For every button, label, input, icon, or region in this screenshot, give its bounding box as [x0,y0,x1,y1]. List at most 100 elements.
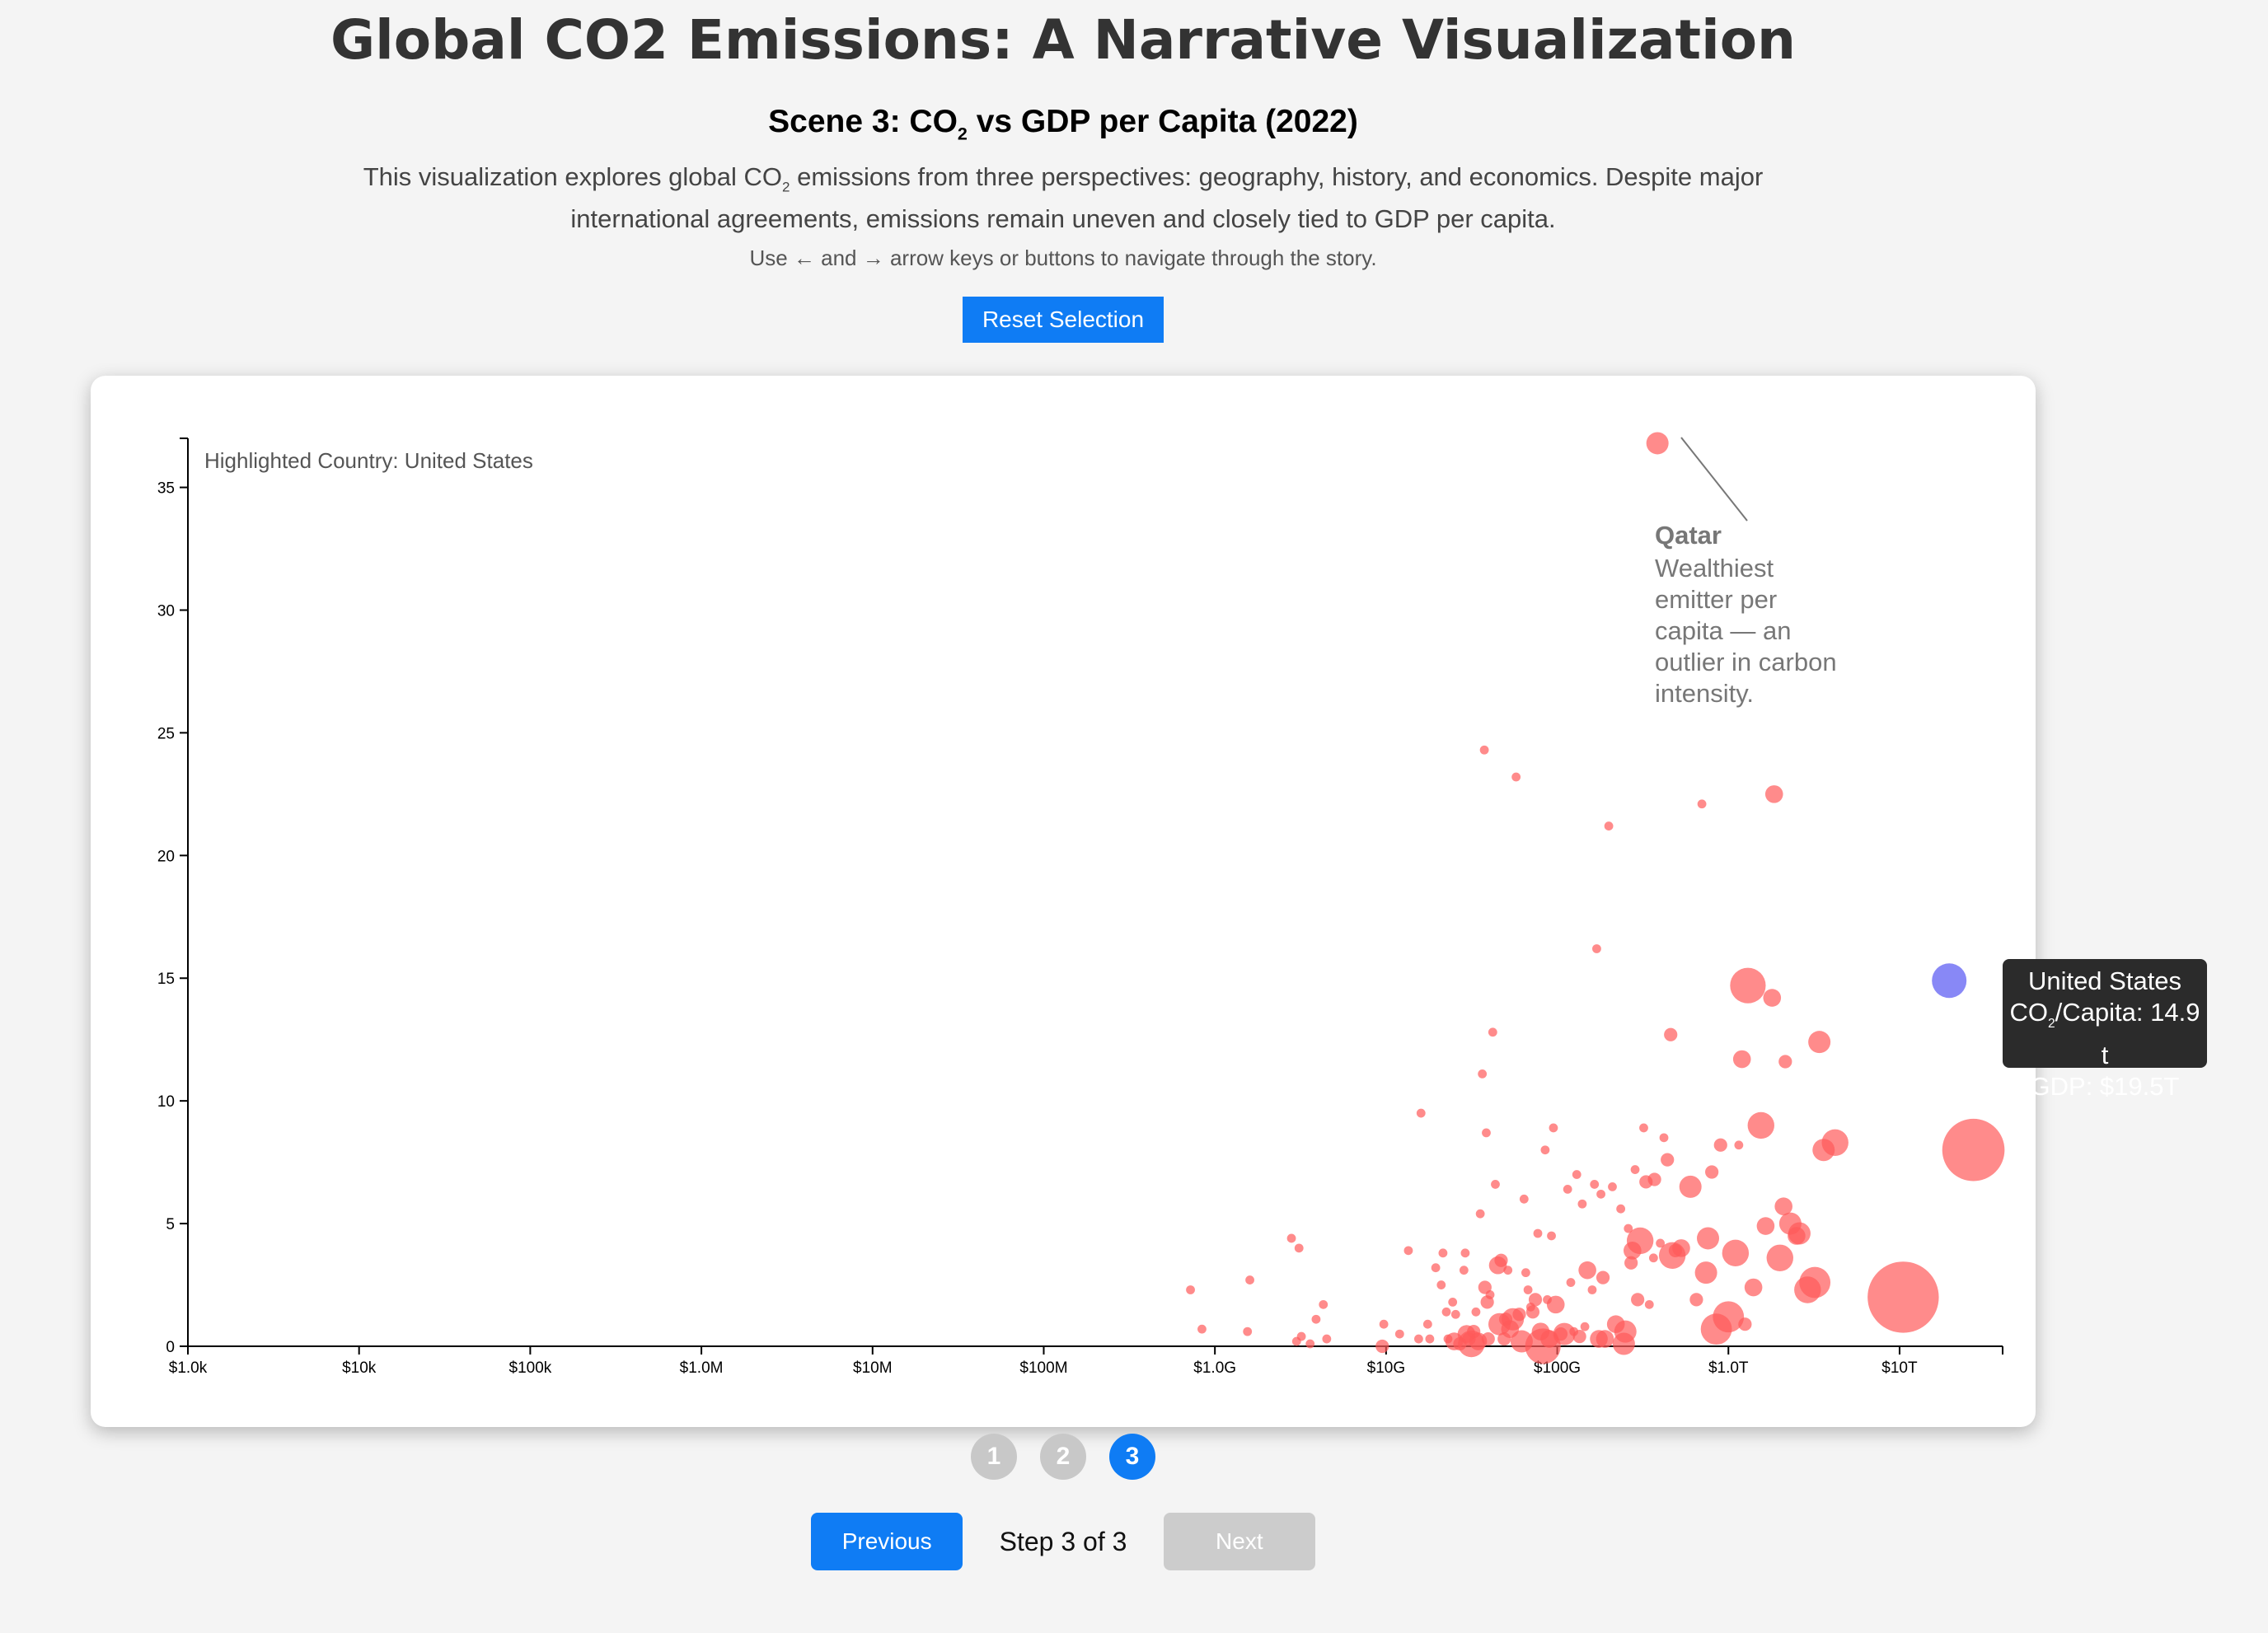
country-point[interactable] [1291,1336,1301,1346]
country-point[interactable] [1519,1194,1529,1204]
country-point[interactable] [1867,1261,1939,1333]
country-point[interactable] [1679,1175,1702,1198]
country-point[interactable] [1766,1244,1793,1271]
country-point[interactable] [1722,1239,1750,1267]
country-point[interactable] [1197,1324,1207,1334]
country-point[interactable] [1485,1290,1495,1299]
country-point[interactable] [1732,1050,1751,1069]
country-point[interactable] [1523,1285,1533,1294]
country-point[interactable] [1511,772,1521,782]
country-point[interactable] [1491,1180,1500,1189]
country-point[interactable] [1763,989,1782,1007]
country-point[interactable] [1672,1239,1690,1257]
country-point[interactable] [1778,1055,1792,1069]
country-point[interactable] [1572,1329,1586,1344]
country-point[interactable] [1694,1261,1717,1284]
country-point[interactable] [1422,1319,1432,1329]
country-point[interactable] [1540,1145,1550,1155]
country-point[interactable] [1566,1278,1576,1287]
country-point[interactable] [1572,1170,1582,1179]
country-point[interactable] [1482,1128,1491,1138]
country-point[interactable] [1546,1295,1565,1314]
country-point[interactable] [1616,1204,1626,1214]
country-point[interactable] [1243,1327,1253,1336]
country-point[interactable] [1614,1320,1637,1343]
country-point[interactable] [1644,1299,1654,1309]
country-point[interactable] [1416,1108,1426,1118]
country-point[interactable] [1436,1280,1446,1289]
country-point[interactable] [1659,1133,1669,1143]
country-point[interactable] [1488,1027,1497,1037]
country-point[interactable] [1604,821,1614,831]
country-point[interactable] [1608,1182,1617,1191]
country-point[interactable] [1547,1231,1556,1241]
country-point[interactable] [1713,1138,1727,1152]
country-point[interactable] [1438,1248,1448,1258]
country-point[interactable] [1245,1275,1254,1284]
country-point[interactable] [1596,1330,1614,1348]
reset-selection-button[interactable]: Reset Selection [963,297,1164,343]
country-point[interactable] [1705,1165,1719,1179]
country-point[interactable] [1503,1266,1513,1275]
country-point[interactable] [1624,1256,1638,1270]
country-point[interactable] [1661,1153,1675,1167]
country-point[interactable] [1764,785,1783,803]
country-point[interactable] [1459,1266,1469,1275]
country-point[interactable] [1512,1308,1526,1322]
country-point[interactable] [1525,1305,1540,1319]
country-point[interactable] [1689,1293,1703,1307]
country-point[interactable] [1286,1233,1296,1243]
country-point[interactable] [1580,1322,1590,1331]
country-point[interactable] [1450,1309,1460,1319]
country-point[interactable] [1186,1285,1195,1294]
country-point[interactable] [1528,1293,1543,1307]
country-point[interactable] [1624,1224,1633,1233]
country-point[interactable] [1697,1227,1720,1250]
highlighted-country-point[interactable] [1932,963,1967,999]
country-point[interactable] [1592,944,1601,953]
previous-button[interactable]: Previous [811,1513,963,1570]
country-point[interactable] [1730,967,1766,1004]
country-point[interactable] [1756,1217,1775,1235]
country-point[interactable] [1553,1322,1576,1345]
country-point[interactable] [1697,799,1707,809]
country-point[interactable] [1379,1319,1389,1329]
country-point[interactable] [1596,1270,1610,1284]
next-button[interactable]: Next [1163,1513,1315,1570]
country-point[interactable] [1626,1227,1654,1255]
country-point[interactable] [1549,1123,1558,1133]
country-point[interactable] [1596,1189,1605,1199]
step-dot-3[interactable]: 3 [1109,1434,1155,1480]
country-point[interactable] [1294,1243,1304,1253]
country-point[interactable] [1305,1339,1315,1349]
country-point[interactable] [1319,1299,1328,1309]
country-point[interactable] [1448,1297,1458,1307]
country-point[interactable] [1521,1268,1530,1278]
country-point[interactable] [1942,1118,2005,1181]
country-point[interactable] [1647,1172,1661,1186]
country-point[interactable] [1734,1140,1744,1150]
country-point[interactable] [1471,1307,1481,1317]
step-dot-2[interactable]: 2 [1040,1434,1086,1480]
country-point[interactable] [1747,1111,1774,1139]
country-point[interactable] [1460,1248,1470,1258]
country-point[interactable] [1431,1263,1441,1273]
step-dot-1[interactable]: 1 [971,1434,1017,1480]
country-point[interactable] [1590,1180,1600,1189]
country-point[interactable] [1656,1238,1666,1248]
country-point[interactable] [1788,1222,1811,1245]
country-point[interactable] [1475,1209,1485,1219]
country-point[interactable] [1578,1261,1596,1280]
country-point[interactable] [1322,1334,1332,1344]
country-point[interactable] [1664,1027,1678,1041]
country-point[interactable] [1631,1293,1645,1307]
country-point[interactable] [1425,1334,1435,1344]
country-point[interactable] [1630,1165,1640,1174]
country-point[interactable] [1713,1301,1745,1333]
country-point[interactable] [1648,1253,1658,1263]
country-point[interactable] [1821,1129,1849,1156]
country-point[interactable] [1799,1266,1831,1298]
country-point[interactable] [1481,1331,1495,1346]
country-point[interactable] [1375,1339,1389,1354]
country-point[interactable] [1311,1314,1321,1324]
